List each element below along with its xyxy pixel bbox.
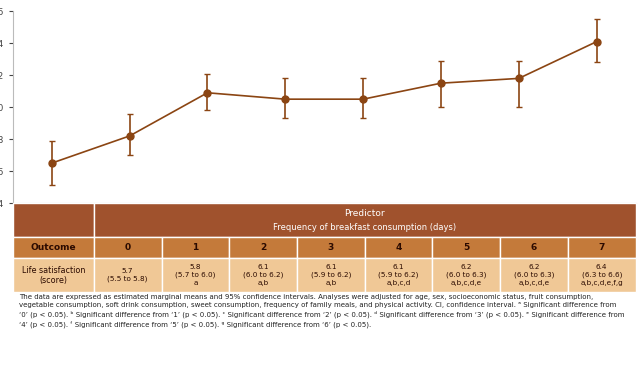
Text: 2: 2 <box>260 243 266 252</box>
Text: Predictor: Predictor <box>344 209 385 218</box>
Text: 5.8
(5.7 to 6.0)
a: 5.8 (5.7 to 6.0) a <box>175 264 216 286</box>
Bar <box>365 237 433 258</box>
Bar <box>568 258 636 292</box>
Text: 0: 0 <box>125 243 131 252</box>
Text: Life satisfaction
(score): Life satisfaction (score) <box>22 266 85 285</box>
Text: The data are expressed as estimated marginal means and 95% confidence intervals.: The data are expressed as estimated marg… <box>19 294 625 328</box>
Text: 6.1
(5.9 to 6.2)
a,b,c,d: 6.1 (5.9 to 6.2) a,b,c,d <box>378 264 419 286</box>
Bar <box>433 258 500 292</box>
Text: 5: 5 <box>463 243 469 252</box>
Text: 6.2
(6.0 to 6.3)
a,b,c,d,e: 6.2 (6.0 to 6.3) a,b,c,d,e <box>514 264 554 286</box>
Text: 6: 6 <box>531 243 537 252</box>
Bar <box>229 258 297 292</box>
Bar <box>297 237 365 258</box>
Text: 1: 1 <box>192 243 198 252</box>
Bar <box>162 258 229 292</box>
Bar <box>297 258 365 292</box>
Bar <box>500 258 568 292</box>
Text: 3: 3 <box>327 243 334 252</box>
Bar <box>13 237 94 258</box>
Text: 6.1
(6.0 to 6.2)
a,b: 6.1 (6.0 to 6.2) a,b <box>243 264 283 286</box>
Bar <box>162 237 229 258</box>
X-axis label: Frequency of breakfast consumption (days): Frequency of breakfast consumption (days… <box>218 225 430 235</box>
Text: 6.2
(6.0 to 6.3)
a,b,c,d,e: 6.2 (6.0 to 6.3) a,b,c,d,e <box>446 264 487 286</box>
Text: Outcome: Outcome <box>31 243 76 252</box>
Text: 7: 7 <box>598 243 605 252</box>
Bar <box>365 258 433 292</box>
Text: 5.7
(5.5 to 5.8): 5.7 (5.5 to 5.8) <box>107 268 148 282</box>
Bar <box>13 203 94 237</box>
Bar <box>229 237 297 258</box>
Text: Frequency of breakfast consumption (days): Frequency of breakfast consumption (days… <box>273 223 456 232</box>
Text: 4: 4 <box>395 243 402 252</box>
Bar <box>94 237 162 258</box>
Bar <box>568 237 636 258</box>
Bar <box>94 258 162 292</box>
Text: 6.4
(6.3 to 6.6)
a,b,c,d,e,f,g: 6.4 (6.3 to 6.6) a,b,c,d,e,f,g <box>580 264 623 286</box>
Bar <box>433 237 500 258</box>
Bar <box>13 258 94 292</box>
Text: 6.1
(5.9 to 6.2)
a,b: 6.1 (5.9 to 6.2) a,b <box>311 264 351 286</box>
Bar <box>500 237 568 258</box>
Bar <box>94 203 636 237</box>
